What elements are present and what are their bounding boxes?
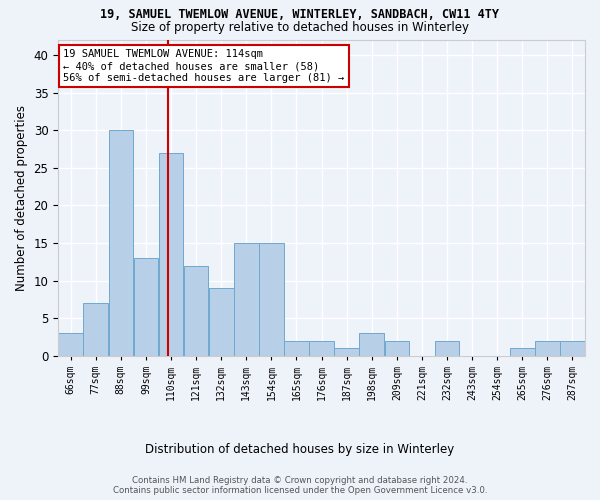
Bar — [359, 333, 384, 355]
Bar — [259, 243, 284, 356]
Bar — [134, 258, 158, 356]
Bar — [535, 340, 560, 355]
Bar — [83, 303, 108, 356]
Bar — [109, 130, 133, 356]
Text: 19, SAMUEL TWEMLOW AVENUE, WINTERLEY, SANDBACH, CW11 4TY: 19, SAMUEL TWEMLOW AVENUE, WINTERLEY, SA… — [101, 8, 499, 20]
Bar — [184, 266, 208, 356]
Bar — [284, 340, 309, 355]
Bar — [209, 288, 233, 356]
Bar — [334, 348, 359, 356]
Bar — [58, 333, 83, 355]
Bar — [510, 348, 535, 356]
Bar — [234, 243, 259, 356]
Bar — [309, 340, 334, 355]
Text: Contains HM Land Registry data © Crown copyright and database right 2024.
Contai: Contains HM Land Registry data © Crown c… — [113, 476, 487, 495]
Y-axis label: Number of detached properties: Number of detached properties — [15, 105, 28, 291]
Bar — [560, 340, 585, 355]
Bar — [159, 153, 184, 356]
Text: 19 SAMUEL TWEMLOW AVENUE: 114sqm
← 40% of detached houses are smaller (58)
56% o: 19 SAMUEL TWEMLOW AVENUE: 114sqm ← 40% o… — [64, 50, 344, 82]
Text: Distribution of detached houses by size in Winterley: Distribution of detached houses by size … — [145, 442, 455, 456]
Text: Size of property relative to detached houses in Winterley: Size of property relative to detached ho… — [131, 21, 469, 34]
Bar — [385, 340, 409, 355]
Bar — [435, 340, 460, 355]
